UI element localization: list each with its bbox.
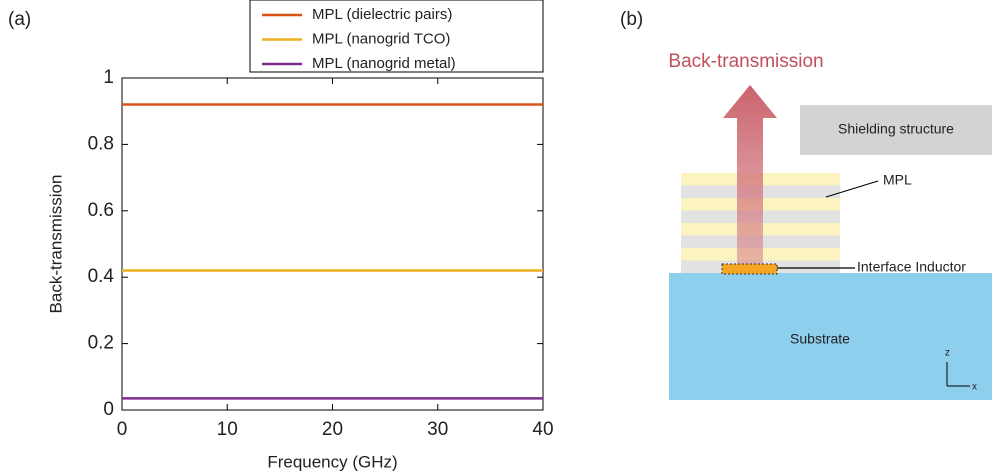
legend: MPL (dielectric pairs) MPL (nanogrid TCO)…: [249, 0, 544, 73]
x-tick-label: 30: [427, 419, 448, 440]
legend-label: MPL (dielectric pairs): [312, 6, 452, 23]
inductor-label: Interface Inductor: [857, 259, 966, 275]
y-tick-label: 0.2: [88, 333, 114, 354]
interface-inductor: [721, 263, 778, 275]
y-tick-label: 0.4: [88, 266, 115, 287]
arrow-label: Back-transmission: [668, 51, 823, 72]
y-tick-label: 0: [103, 399, 114, 420]
plot-frame: [121, 77, 544, 411]
y-tick-label: 1: [103, 67, 114, 88]
x-tick-label: 0: [117, 419, 128, 440]
mpl-label: MPL: [883, 172, 912, 188]
leader-line: [825, 180, 879, 198]
shielding-label: Shielding structure: [838, 121, 954, 137]
panel-label: (a): [8, 9, 31, 30]
legend-box: [249, 0, 544, 73]
y-axis-label: Back-transmission: [46, 175, 65, 314]
substrate: [669, 273, 992, 400]
shielding-structure: [800, 105, 992, 155]
arrow: [723, 85, 777, 272]
x-axis-label: Frequency (GHz): [267, 452, 397, 471]
legend-label: MPL (nanogrid metal): [312, 55, 456, 72]
x-tick-label: 20: [322, 419, 343, 440]
y-tick-label: 0.8: [88, 133, 114, 154]
axis-z-label: z: [945, 348, 950, 359]
x-tick-label: 10: [217, 419, 238, 440]
substrate-label: Substrate: [790, 331, 850, 347]
x-tick-label: 40: [532, 419, 553, 440]
y-tick-label: 0.6: [88, 200, 114, 221]
axis-x-label: x: [972, 382, 977, 393]
diagram: Substrate Shielding structure Back-trans…: [668, 51, 992, 400]
panel-label: (b): [620, 9, 643, 30]
legend-label: MPL (nanogrid TCO): [312, 30, 450, 47]
